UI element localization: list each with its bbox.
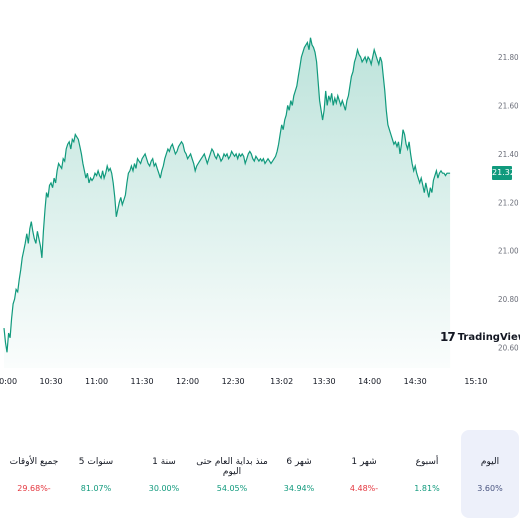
period-label: 1 شهر: [351, 457, 377, 467]
x-tick-label: 10:30: [40, 377, 63, 386]
period-label: 1 سنة: [152, 457, 176, 467]
period-change-value: 29.68%-: [17, 484, 51, 493]
tradingview-logo-text: TradingView: [457, 331, 520, 343]
period-tab[interactable]: منذ بداية العام حتى اليوم 54.05%: [196, 430, 268, 518]
period-label: جميع الأوقات: [9, 457, 59, 467]
y-tick-label: 21.60: [498, 101, 519, 110]
price-area-fill: [4, 37, 451, 368]
x-tick-label: 14:30: [404, 377, 427, 386]
x-tick-label: 13:30: [313, 377, 336, 386]
period-label: أسبوع: [415, 457, 439, 467]
y-axis: 21.80 21.60 21.40 21.20 21.00 20.80 20.60: [498, 53, 519, 352]
period-label: اليوم: [480, 457, 500, 467]
period-label: 6 شهر: [286, 457, 312, 467]
period-tab[interactable]: 1 سنة 30.00%: [135, 430, 193, 518]
y-tick-label: 21.20: [498, 198, 519, 207]
y-tick-label: 20.80: [498, 295, 519, 304]
period-tab[interactable]: 5 سنوات 81.07%: [67, 430, 125, 518]
period-change-value: 1.81%: [414, 484, 440, 493]
x-tick-label: 13:02: [270, 377, 293, 386]
period-change-value: 81.07%: [80, 484, 112, 493]
period-tab[interactable]: 1 شهر 4.48%-: [335, 430, 393, 518]
period-tab[interactable]: اليوم 3.60%: [461, 430, 519, 518]
period-change-value: 54.05%: [216, 484, 248, 493]
price-line: [3, 37, 451, 353]
tradingview-logo[interactable]: 17 TradingView: [440, 330, 520, 344]
tradingview-logo-icon: 17: [440, 330, 456, 344]
period-label: 5 سنوات: [78, 457, 114, 467]
chart-canvas[interactable]: 21.80 21.60 21.40 21.20 21.00 20.80 20.60 10:0…: [0, 0, 520, 395]
period-change-value: 34.94%: [283, 484, 315, 493]
y-tick-label: 20.60: [498, 343, 519, 352]
x-axis: 10:00 10:30 11:00 11:30 12:00 12:30 13:02 13:30…: [0, 377, 487, 386]
y-tick-label: 21.80: [498, 53, 519, 62]
x-tick-label: 10:00: [0, 377, 17, 386]
price-chart[interactable]: 21.80 21.60 21.40 21.20 21.00 20.80 20.60 10:0…: [0, 0, 520, 395]
x-tick-label: 15:10: [464, 377, 487, 386]
x-tick-label: 11:30: [131, 377, 154, 386]
period-selector: اليوم 3.60% أسبوع 1.81% 1 شهر 4.48%- 6 شهر 34.9…: [0, 430, 520, 518]
period-tab[interactable]: أسبوع 1.81%: [398, 430, 456, 518]
x-tick-label: 12:00: [176, 377, 199, 386]
x-tick-label: 12:30: [222, 377, 245, 386]
period-tab[interactable]: جميع الأوقات 29.68%-: [5, 430, 63, 518]
y-tick-label: 21.40: [498, 150, 519, 159]
y-tick-label: 21.00: [498, 247, 519, 256]
period-tab[interactable]: 6 شهر 34.94%: [270, 430, 328, 518]
last-price-badge: 21.32: [492, 166, 515, 181]
period-label: منذ بداية العام حتى اليوم: [196, 457, 268, 477]
period-change-value: 30.00%: [148, 484, 180, 493]
period-change-value: 3.60%: [477, 484, 503, 493]
x-tick-label: 11:00: [85, 377, 108, 386]
period-change-value: 4.48%-: [349, 484, 379, 493]
x-tick-label: 14:00: [358, 377, 381, 386]
